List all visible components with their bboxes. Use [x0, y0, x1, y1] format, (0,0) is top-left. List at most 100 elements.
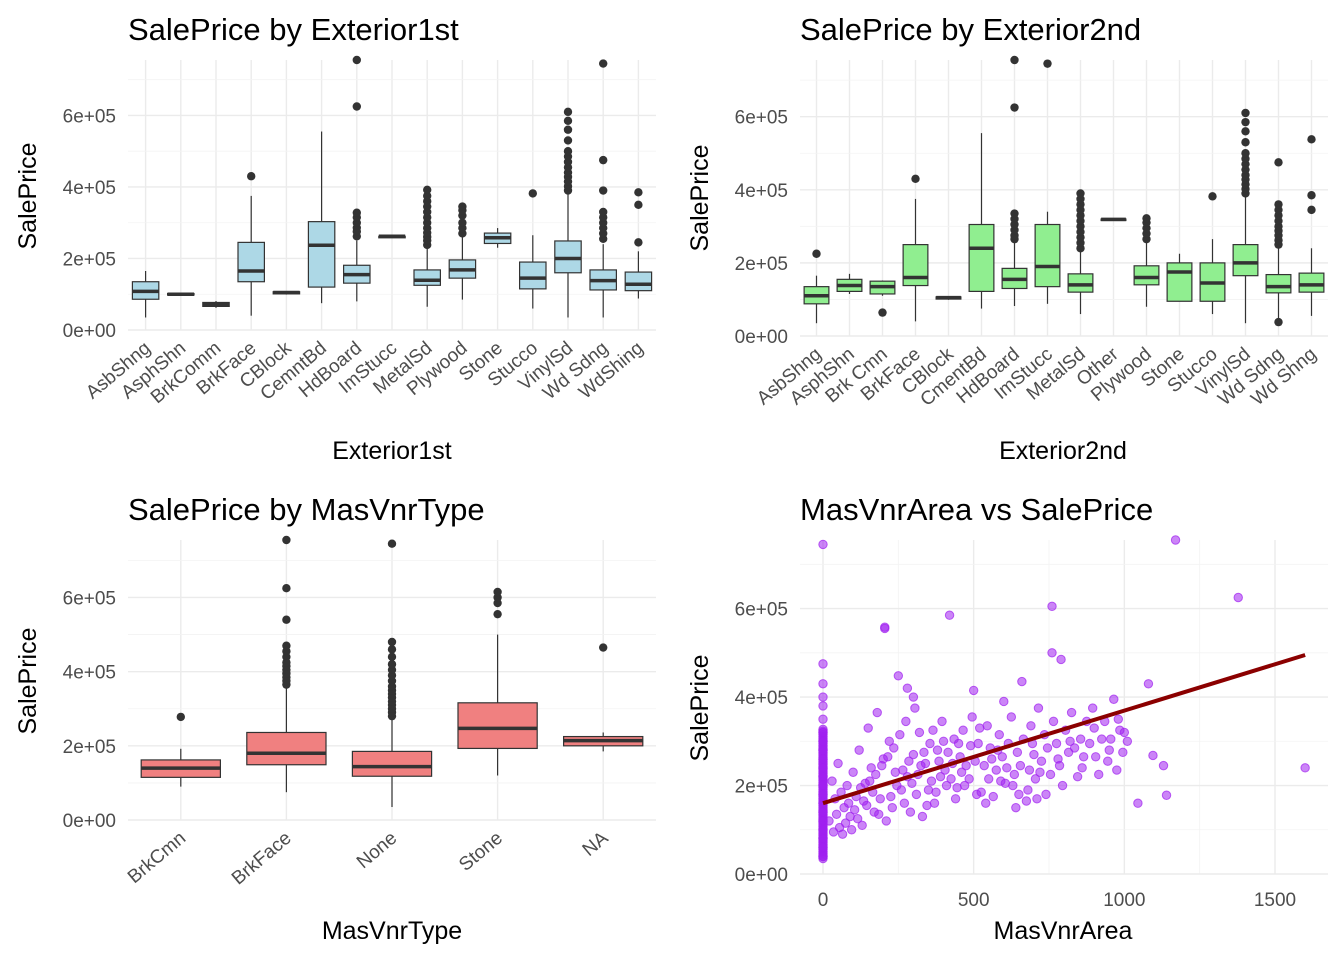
box-stucco [1199, 192, 1226, 315]
scatter-point [902, 683, 913, 693]
scatter-point [926, 776, 937, 786]
scatter-point [818, 780, 828, 791]
box-stone [483, 228, 512, 248]
box-body [307, 221, 336, 288]
scatter-point [949, 734, 959, 744]
box-body [1232, 244, 1259, 277]
boxes [140, 535, 644, 808]
box-body [968, 223, 995, 293]
scatter-point [1033, 703, 1044, 713]
grid [800, 540, 1328, 875]
box-body [237, 241, 265, 283]
y-tick-labels: 0e+00 2e+05 4e+05 6e+05 [63, 106, 116, 342]
scatter-point [931, 787, 941, 797]
box-stone [457, 587, 538, 776]
scatter-point [956, 767, 967, 777]
scatter-point [904, 756, 914, 766]
scatter-point [818, 679, 828, 689]
scatter-point [1009, 769, 1020, 780]
box-metalsd [1067, 189, 1094, 315]
outlier-point [1241, 108, 1250, 118]
box-body [1166, 262, 1193, 302]
scatter-point [898, 765, 908, 775]
scatter-point [1035, 767, 1045, 777]
scatter-point [1006, 712, 1017, 722]
outlier-point [1307, 135, 1316, 144]
scatter-point [935, 771, 946, 782]
outlier-point [458, 202, 467, 211]
scatter-point [865, 776, 875, 786]
box-other [1100, 217, 1127, 222]
x-tick-label: 1000 [1103, 890, 1145, 911]
scatter-point [932, 745, 943, 755]
outlier-point [1010, 55, 1019, 65]
scatter-point [1029, 749, 1039, 760]
box-body [351, 750, 433, 777]
scatter-point [1054, 760, 1065, 771]
panel-title: MasVnrArea vs SalePrice [800, 492, 1153, 527]
scatter-point [831, 809, 842, 819]
scatter-point [818, 825, 828, 835]
scatter-point [1106, 734, 1116, 744]
scatter-point [1051, 738, 1062, 749]
box-imstucc [378, 234, 406, 239]
scatter-point [1065, 736, 1075, 746]
box-vinylsd [1232, 108, 1259, 324]
scatter-point [1078, 752, 1089, 762]
outlier-point [387, 660, 397, 669]
box-body [518, 261, 547, 290]
scatter-point [1115, 725, 1125, 735]
box-vinylsd [554, 107, 582, 318]
outlier-point [1010, 209, 1019, 218]
scatter-point [877, 760, 887, 771]
box-metalsd [413, 185, 441, 307]
box-imstucc [1034, 59, 1061, 304]
scatter-point [899, 798, 910, 808]
outlier-point [599, 186, 608, 195]
scatter-point [1087, 703, 1098, 713]
x-tick-label: None [353, 828, 401, 873]
panel-exterior2nd: SalePrice by Exterior2nd 0e+00 2e+05 4e+05… [686, 12, 1328, 465]
scatter-point [863, 723, 873, 733]
scatter-point [916, 760, 926, 771]
scatter-point [941, 780, 952, 791]
scatter-point [1089, 723, 1099, 733]
box-brkface [237, 172, 265, 316]
outlier-point [423, 191, 432, 201]
scatter-point [943, 747, 953, 758]
scatter-point [984, 774, 994, 784]
box-brkcomm [202, 301, 230, 308]
scatter-point [1143, 679, 1154, 689]
scatter-point [1077, 763, 1087, 773]
scatter-point [866, 763, 876, 773]
scatter-point [946, 774, 956, 784]
outlier-point [458, 218, 467, 227]
outlier-point [493, 609, 502, 619]
x-tick-label: 500 [958, 890, 990, 911]
scatter-point [840, 818, 851, 828]
y-tick-label: 6e+05 [63, 106, 116, 127]
scatter-point [1158, 760, 1169, 771]
scatter-point [994, 729, 1004, 740]
scatter-point [1084, 738, 1095, 749]
outlier-point [634, 200, 643, 210]
scatter-point [842, 780, 852, 791]
scatter-point [884, 736, 894, 746]
scatter-point [1026, 721, 1036, 731]
scatter-point [889, 743, 899, 753]
scatter-point [1042, 743, 1053, 753]
box-cblock [935, 295, 962, 300]
y-tick-label: 2e+05 [735, 777, 788, 798]
scatter-point [911, 789, 922, 800]
panel-masvnrtype: SalePrice by MasVnrType 0e+00 2e+05 4e+05 6… [14, 492, 656, 945]
box-na [562, 643, 644, 752]
y-tick-labels: 0e+00 2e+05 4e+05 6e+05 [735, 108, 788, 348]
box-plywood [1133, 214, 1160, 307]
outlier-point [352, 102, 361, 111]
scatter-point [833, 758, 843, 769]
outlier-point [1274, 317, 1283, 327]
box-body [1133, 265, 1160, 286]
outlier-point [563, 136, 573, 145]
y-tick-label: 2e+05 [735, 254, 788, 275]
